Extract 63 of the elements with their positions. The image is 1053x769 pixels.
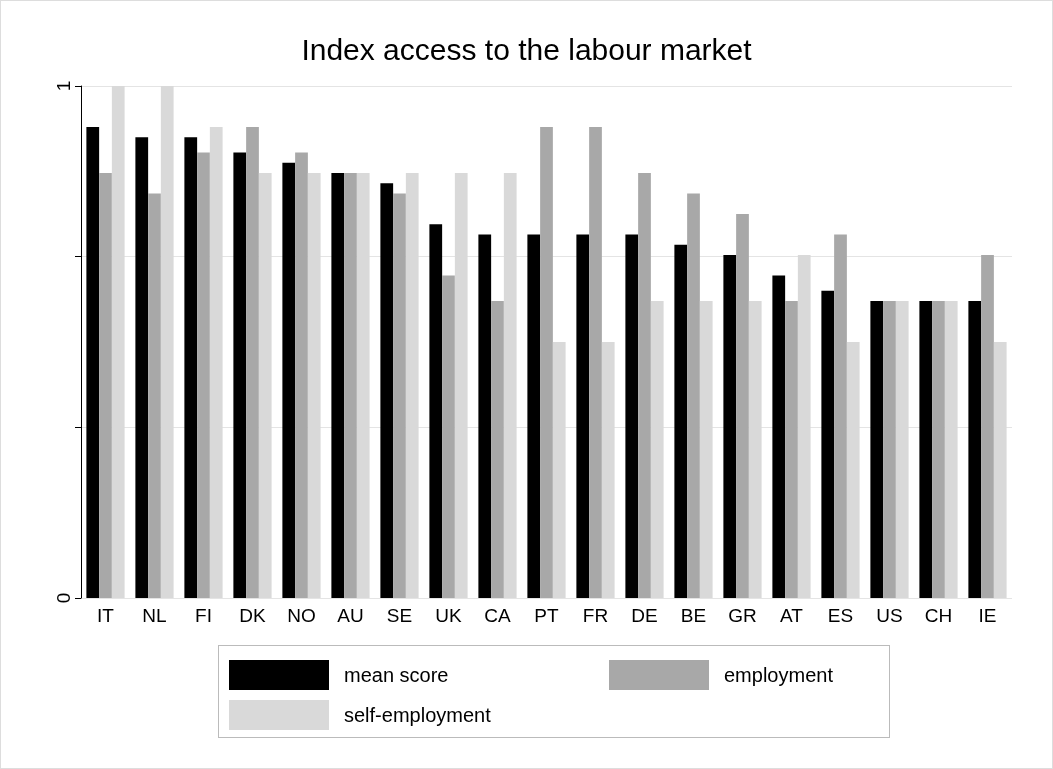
legend-label: mean score (344, 664, 449, 686)
x-tick-label: BE (680, 605, 707, 626)
bar (331, 173, 345, 598)
bar (442, 275, 455, 598)
bar (638, 173, 651, 598)
bar (380, 183, 394, 598)
bar (478, 234, 492, 598)
legend-label: employment (724, 664, 834, 686)
x-tick-label: ES (827, 605, 854, 626)
x-tick-label: DE (631, 605, 658, 626)
x-tick-label: NL (142, 605, 167, 626)
bar (883, 301, 896, 598)
bar (576, 234, 590, 598)
bar (589, 126, 602, 598)
y-tick-label: 0 (53, 592, 74, 604)
chart-title: Index access to the labour market (301, 32, 753, 66)
bar (86, 126, 100, 598)
bar (429, 224, 443, 598)
bar (393, 193, 406, 598)
bar (135, 137, 149, 598)
x-tick-label: CH (924, 605, 953, 626)
x-tick-label: CA (484, 605, 512, 626)
legend-label: self-employment (344, 704, 492, 726)
x-tick-label: NO (287, 605, 316, 626)
bar (282, 162, 296, 598)
bar (625, 234, 639, 598)
x-tick-label: GR (728, 605, 757, 626)
bar (233, 152, 247, 598)
bar (246, 126, 259, 598)
bar (919, 301, 933, 598)
bar (870, 301, 884, 598)
bar (674, 244, 688, 598)
bar (99, 173, 112, 598)
bar (184, 137, 198, 598)
x-tick-label: FI (195, 605, 212, 626)
x-tick-label: US (876, 605, 903, 626)
x-tick-label: FR (582, 605, 609, 626)
x-tick-label: AU (337, 605, 364, 626)
bar (968, 301, 982, 598)
bar (197, 152, 210, 598)
bar (723, 254, 737, 598)
bar (932, 301, 945, 598)
x-tick-label: DK (239, 605, 267, 626)
x-tick-label: SE (386, 605, 413, 626)
bar (687, 193, 700, 598)
bar (785, 301, 798, 598)
bar (344, 173, 357, 598)
x-tick-label: IE (978, 605, 997, 626)
x-tick-label: IT (97, 605, 115, 626)
bar (540, 126, 553, 598)
bar (736, 214, 749, 598)
bar (491, 301, 504, 598)
bar (772, 275, 786, 598)
bar (821, 290, 835, 598)
bar (981, 254, 994, 598)
bar (834, 234, 847, 598)
bar (527, 234, 541, 598)
bar (295, 152, 308, 598)
x-tick-label: UK (435, 605, 463, 626)
y-tick-label: 1 (53, 80, 74, 92)
x-tick-label: PT (534, 605, 560, 626)
x-tick-label: AT (780, 605, 804, 626)
bar (148, 193, 161, 598)
